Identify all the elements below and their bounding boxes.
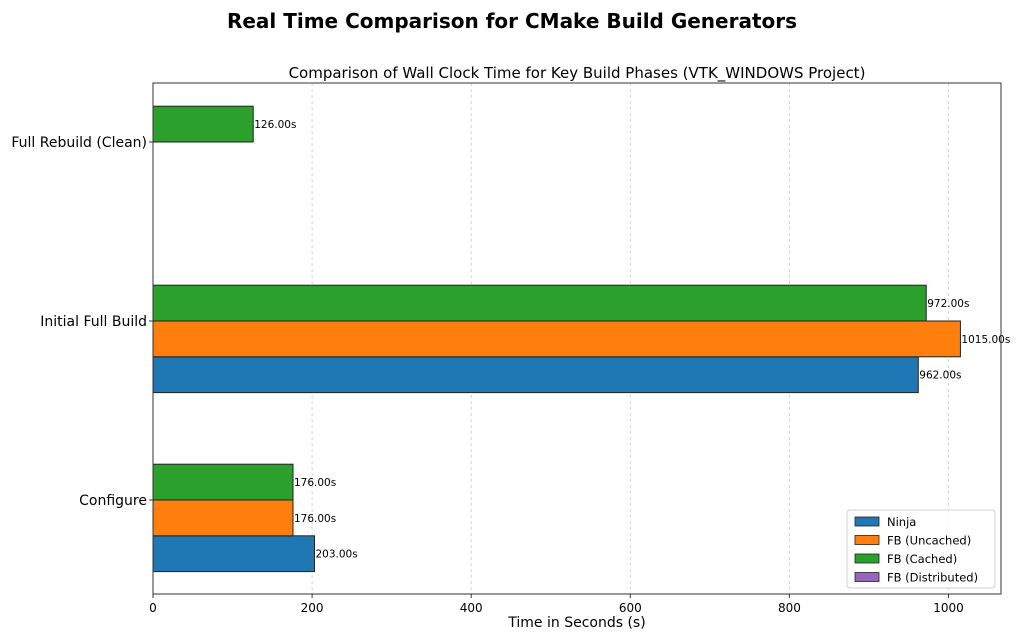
legend-swatch (854, 516, 880, 527)
bar-value-label: 972.00s (927, 298, 969, 310)
legend-label: FB (Uncached) (887, 534, 971, 548)
bar (152, 320, 961, 358)
bar (152, 463, 294, 501)
legend-swatch (854, 553, 880, 564)
chart-title: Comparison of Wall Clock Time for Key Bu… (289, 64, 866, 83)
x-tick-label: 600 (619, 601, 642, 615)
plot-frame (152, 82, 1002, 595)
bar-value-label: 176.00s (294, 513, 336, 525)
category-label: Configure (79, 493, 147, 509)
x-tick-label: 800 (778, 601, 801, 615)
bar-value-label: 203.00s (315, 549, 357, 561)
x-axis-label: Time in Seconds (s) (507, 615, 645, 631)
bar (152, 284, 927, 322)
bar (152, 105, 254, 143)
bar-value-label: 962.00s (919, 370, 961, 382)
legend-swatch (854, 572, 880, 582)
bar (152, 356, 919, 394)
bars (152, 105, 961, 573)
chart-suptitle: Real Time Comparison for CMake Build Gen… (227, 9, 797, 33)
data-labels: 203.00s 962.00s 176.00s 1015.00s 176.00s 972.… (254, 119, 1010, 561)
category-label: Full Rebuild (Clean) (11, 135, 147, 151)
y-axis-ticks: Configure Initial Full Build Full Rebuild … (11, 135, 153, 509)
bar (152, 499, 294, 537)
category-label: Initial Full Build (40, 314, 147, 330)
bar-value-label: 176.00s (294, 477, 336, 489)
legend-box (846, 509, 996, 589)
bar (152, 535, 315, 573)
x-tick-label: 200 (301, 601, 324, 615)
legend-label: FB (Cached) (887, 552, 957, 566)
bar-value-label: 1015.00s (961, 334, 1010, 346)
legend-swatch (854, 535, 880, 545)
legend-label: Ninja (887, 515, 916, 529)
bar-value-label: 126.00s (254, 119, 296, 131)
legend-label: FB (Distributed) (887, 571, 978, 585)
x-tick-label: 400 (460, 601, 483, 615)
x-tick-label: 0 (149, 601, 157, 615)
x-tick-label: 1000 (933, 601, 964, 615)
legend: Ninja FB (Uncached) FB (Cached) FB (Distrib… (846, 509, 996, 589)
x-axis-ticks: 0 200 400 600 800 1000 (149, 594, 964, 615)
